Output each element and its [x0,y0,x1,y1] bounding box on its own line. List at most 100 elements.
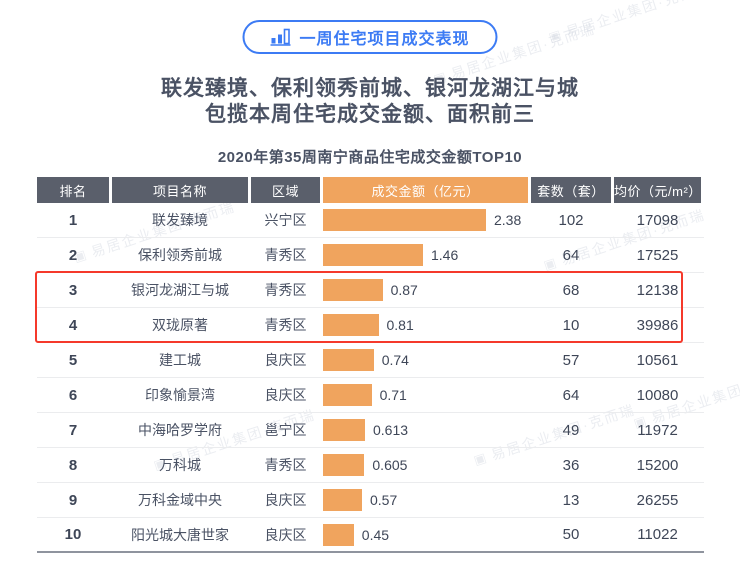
table-row: 3 银河龙湖江与城 青秀区 0.87 68 12138 [37,273,704,308]
brand-watermark: ▣ 易居企业集团·克而瑞 [546,0,713,45]
avg-price-cell: 11972 [637,421,678,439]
amount-cell: 0.45 [323,518,528,551]
table-row: 7 中海哈罗学府 邕宁区 0.613 49 11972 [37,413,704,448]
district-cell: 良庆区 [264,387,307,403]
table-row: 10 阳光城大唐世家 良庆区 0.45 50 11022 [37,518,704,553]
table-row: 5 建工城 良庆区 0.74 57 10561 [37,343,704,378]
amount-bar [323,454,365,476]
project-name-cell: 印象愉景湾 [145,387,215,403]
section-badge: 一周住宅项目成交表现 [242,20,498,54]
badge-label: 一周住宅项目成交表现 [299,31,470,48]
amount-bar [323,244,423,266]
rank-cell: 9 [68,491,78,509]
table-row: 9 万科金域中央 良庆区 0.57 13 26255 [37,483,704,518]
rank-cell: 5 [68,351,78,369]
avg-price-cell: 26255 [636,491,679,509]
amount-cell: 0.605 [323,448,528,482]
table-row: 6 印象愉景湾 良庆区 0.71 64 10080 [37,378,704,413]
rank-cell: 4 [68,316,78,334]
page-title-line1: 联发臻境、保利领秀前城、银河龙湖江与城 [161,77,579,100]
amount-value: 0.45 [361,526,390,543]
brand-logo-icon: ▣ [546,26,565,45]
table-body: 1 联发臻境 兴宁区 2.38 102 17098 2 保利领秀前城 青秀区 1.46 64 1752… [37,203,704,553]
units-cell: 13 [562,491,580,509]
amount-bar [323,349,374,371]
amount-bar [323,489,362,511]
project-name-cell: 建工城 [159,352,201,368]
project-name-cell: 双珑原著 [152,317,208,333]
amount-bar [323,279,383,301]
district-cell: 良庆区 [264,352,307,368]
amount-cell: 0.74 [323,343,528,377]
units-cell: 49 [562,421,580,439]
amount-bar [323,384,372,406]
rank-cell: 3 [68,281,78,299]
rank-cell: 8 [68,456,78,474]
units-cell: 68 [562,281,580,299]
amount-value: 0.605 [372,457,408,473]
transactions-table: 排名 项目名称 区域 成交金额（亿元） 套数（套） 均价（元/m²） 1 联发臻境 兴宁区 2.… [37,177,704,553]
units-cell: 36 [562,456,580,474]
amount-value: 0.613 [373,422,409,438]
amount-cell: 2.38 [323,203,528,237]
amount-bar [323,523,354,546]
units-cell: 10 [562,316,580,334]
amount-cell: 0.81 [323,308,528,342]
amount-value: 0.81 [386,317,414,333]
amount-value: 0.87 [390,282,418,298]
amount-value: 2.38 [494,212,522,228]
district-cell: 兴宁区 [264,212,307,228]
units-cell: 64 [562,246,580,264]
amount-cell: 0.71 [323,378,528,412]
page-title: 联发臻境、保利领秀前城、银河龙湖江与城 包揽本周住宅成交金额、面积前三 [0,76,740,128]
project-name-cell: 联发臻境 [152,212,208,228]
avg-price-cell: 17098 [636,211,679,229]
units-cell: 102 [558,211,584,229]
table-header-row: 排名 项目名称 区域 成交金额（亿元） 套数（套） 均价（元/m²） [37,177,704,203]
avg-price-cell: 10080 [636,386,679,404]
project-name-cell: 万科金域中央 [138,492,222,508]
avg-price-cell: 39986 [636,316,679,334]
district-cell: 青秀区 [264,282,307,298]
amount-value: 0.71 [379,387,407,403]
district-cell: 良庆区 [264,526,307,543]
rank-cell: 2 [68,246,78,264]
amount-bar [323,209,486,231]
amount-value: 1.46 [431,247,459,263]
amount-cell: 0.613 [323,413,528,447]
amount-cell: 1.46 [323,238,528,272]
amount-bar [323,314,379,336]
avg-price-cell: 17525 [636,246,679,264]
table-row: 8 万科城 青秀区 0.605 36 15200 [37,448,704,483]
amount-bar [323,419,365,441]
column-header-3: 成交金额（亿元） [323,177,528,203]
avg-price-cell: 10561 [636,351,679,369]
column-header-0: 排名 [37,177,109,203]
amount-cell: 0.87 [323,273,528,307]
units-cell: 50 [562,526,580,543]
district-cell: 青秀区 [264,457,307,473]
avg-price-cell: 12138 [636,281,679,299]
column-header-2: 区域 [251,177,320,203]
amount-value: 0.74 [381,352,409,368]
page-title-line2: 包揽本周住宅成交金额、面积前三 [205,103,535,126]
amount-value: 0.57 [370,492,398,508]
project-name-cell: 万科城 [159,457,201,473]
project-name-cell: 中海哈罗学府 [138,422,222,438]
units-cell: 64 [562,386,580,404]
avg-price-cell: 11022 [637,526,678,543]
district-cell: 青秀区 [264,317,307,333]
bar-chart-icon [270,28,291,46]
rank-cell: 6 [68,386,78,404]
column-header-1: 项目名称 [112,177,248,203]
project-name-cell: 保利领秀前城 [138,247,222,263]
district-cell: 青秀区 [264,247,307,263]
project-name-cell: 阳光城大唐世家 [131,526,229,543]
column-header-4: 套数（套） [531,177,611,203]
rank-cell: 10 [64,526,82,543]
project-name-cell: 银河龙湖江与城 [131,282,229,298]
table-row: 2 保利领秀前城 青秀区 1.46 64 17525 [37,238,704,273]
units-cell: 57 [562,351,580,369]
table-row: 4 双珑原著 青秀区 0.81 10 39986 [37,308,704,343]
